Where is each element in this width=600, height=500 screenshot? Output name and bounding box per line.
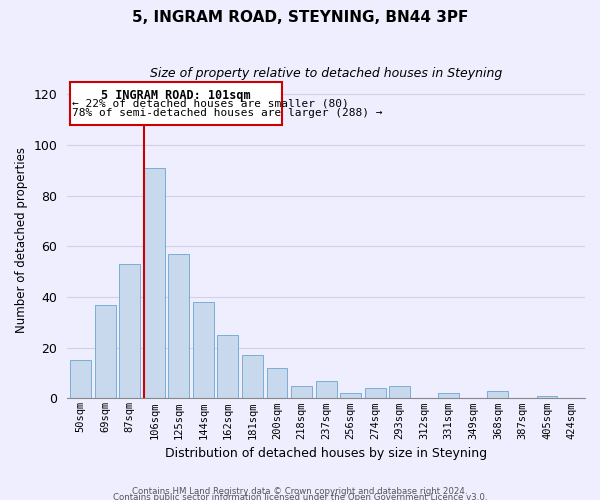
X-axis label: Distribution of detached houses by size in Steyning: Distribution of detached houses by size … xyxy=(165,447,487,460)
Bar xyxy=(119,264,140,398)
Bar xyxy=(439,394,459,398)
Bar xyxy=(70,360,91,399)
Bar xyxy=(291,386,312,398)
Bar xyxy=(365,388,386,398)
Bar xyxy=(536,396,557,398)
Bar xyxy=(266,368,287,398)
Bar xyxy=(144,168,165,398)
Bar xyxy=(389,386,410,398)
Text: ← 22% of detached houses are smaller (80): ← 22% of detached houses are smaller (80… xyxy=(72,98,349,108)
Text: 5, INGRAM ROAD, STEYNING, BN44 3PF: 5, INGRAM ROAD, STEYNING, BN44 3PF xyxy=(132,10,468,25)
Text: Contains HM Land Registry data © Crown copyright and database right 2024.: Contains HM Land Registry data © Crown c… xyxy=(132,487,468,496)
Bar xyxy=(242,356,263,399)
Bar xyxy=(169,254,189,398)
Text: 78% of semi-detached houses are larger (288) →: 78% of semi-detached houses are larger (… xyxy=(72,108,383,118)
Bar xyxy=(316,380,337,398)
Y-axis label: Number of detached properties: Number of detached properties xyxy=(15,147,28,333)
Text: 5 INGRAM ROAD: 101sqm: 5 INGRAM ROAD: 101sqm xyxy=(101,90,251,102)
FancyBboxPatch shape xyxy=(70,82,282,124)
Title: Size of property relative to detached houses in Steyning: Size of property relative to detached ho… xyxy=(150,68,502,80)
Bar xyxy=(487,391,508,398)
Bar xyxy=(95,304,116,398)
Bar xyxy=(217,335,238,398)
Text: Contains public sector information licensed under the Open Government Licence v3: Contains public sector information licen… xyxy=(113,492,487,500)
Bar xyxy=(193,302,214,398)
Bar xyxy=(340,394,361,398)
